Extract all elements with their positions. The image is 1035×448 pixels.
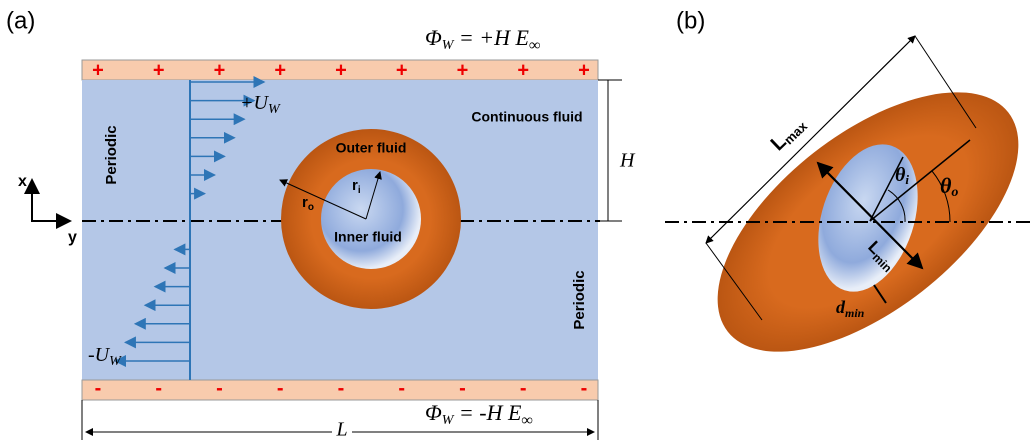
top-potential: ΦW = +H E∞ (425, 25, 540, 54)
minus-sign: - (155, 377, 162, 399)
height-label: H (619, 150, 636, 172)
minus-sign: - (398, 377, 405, 399)
panel-label: (b) (676, 7, 705, 34)
plus-sign: + (517, 59, 529, 81)
inner-label: Inner fluid (334, 229, 402, 245)
minus-sign: - (338, 377, 345, 399)
minus-sign: - (277, 377, 284, 399)
y-label: y (68, 229, 77, 246)
lmax-label: Lmax (767, 112, 811, 156)
length-label: L (335, 419, 347, 441)
plus-sign: + (457, 59, 469, 81)
panel-a: (a) ΦW = +H E∞ ΦW = -H E∞ +UW -UW Period… (6, 7, 636, 442)
figure: (a) ΦW = +H E∞ ΦW = -H E∞ +UW -UW Period… (0, 0, 1035, 443)
x-label: x (18, 173, 27, 190)
minus-sign: - (459, 377, 466, 399)
periodic: Periodic (571, 270, 588, 329)
plus-sign: + (578, 59, 590, 81)
plus-sign: + (92, 59, 104, 81)
plus-sign: + (214, 59, 226, 81)
plus-sign: + (274, 59, 286, 81)
panel-label: (a) (6, 7, 35, 34)
plus-sign: + (153, 59, 165, 81)
minus-sign: - (520, 377, 527, 399)
periodic: Periodic (103, 125, 120, 184)
bottom-potential: ΦW = -H E∞ (425, 400, 533, 429)
plus-sign: + (335, 59, 347, 81)
inner-drop (321, 169, 421, 269)
continuous-label: Continuous fluid (471, 109, 582, 125)
plus-sign: + (396, 59, 408, 81)
minus-sign: - (95, 377, 102, 399)
minus-sign: - (581, 377, 588, 399)
outer-label: Outer fluid (336, 140, 407, 156)
minus-sign: - (216, 377, 223, 399)
panel-b: (b) Lmax Lmin θi θo dmin (665, 7, 1035, 401)
